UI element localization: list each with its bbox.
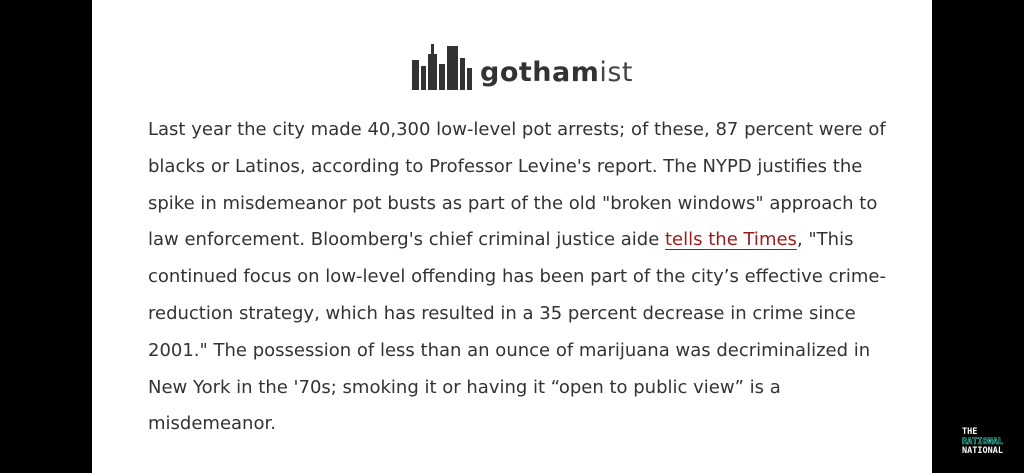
- text-line: reduction strategy, which has resulted i…: [148, 302, 856, 324]
- watermark-line: THE: [962, 427, 978, 437]
- text-line: misdemeanor.: [148, 413, 276, 435]
- text-line: blacks or Latinos, according to Professo…: [148, 155, 863, 177]
- watermark: THE RATIONAL NATIONAL: [962, 427, 1004, 457]
- text-line: spike in misdemeanor pot busts as part o…: [148, 192, 878, 214]
- logo-light: ist: [599, 57, 634, 88]
- article-page: gothamist Last year the city made 40,300…: [92, 0, 932, 473]
- logo[interactable]: gothamist: [412, 36, 633, 90]
- watermark-line: NATIONAL: [962, 446, 1003, 456]
- text-line: law enforcement. Bloomberg's chief crimi…: [148, 222, 928, 259]
- article-body: Last year the city made 40,300 low-level…: [148, 112, 928, 443]
- text-line: 2001." The possession of less than an ou…: [148, 339, 871, 361]
- text-line: Last year the city made 40,300 low-level…: [148, 119, 886, 140]
- text-line: continued focus on low-level offending h…: [148, 266, 886, 288]
- logo-bold: gotham: [480, 57, 600, 88]
- logo-text: gothamist: [480, 58, 633, 90]
- text-line: New York in the '70s; smoking it or havi…: [148, 376, 781, 398]
- watermark-line: RATIONAL: [962, 436, 1004, 447]
- text-segment: law enforcement. Bloomberg's chief crimi…: [148, 229, 665, 251]
- article-link[interactable]: tells the Times: [665, 229, 797, 251]
- logo-icon: [412, 44, 472, 90]
- text-segment: , "This: [796, 229, 854, 251]
